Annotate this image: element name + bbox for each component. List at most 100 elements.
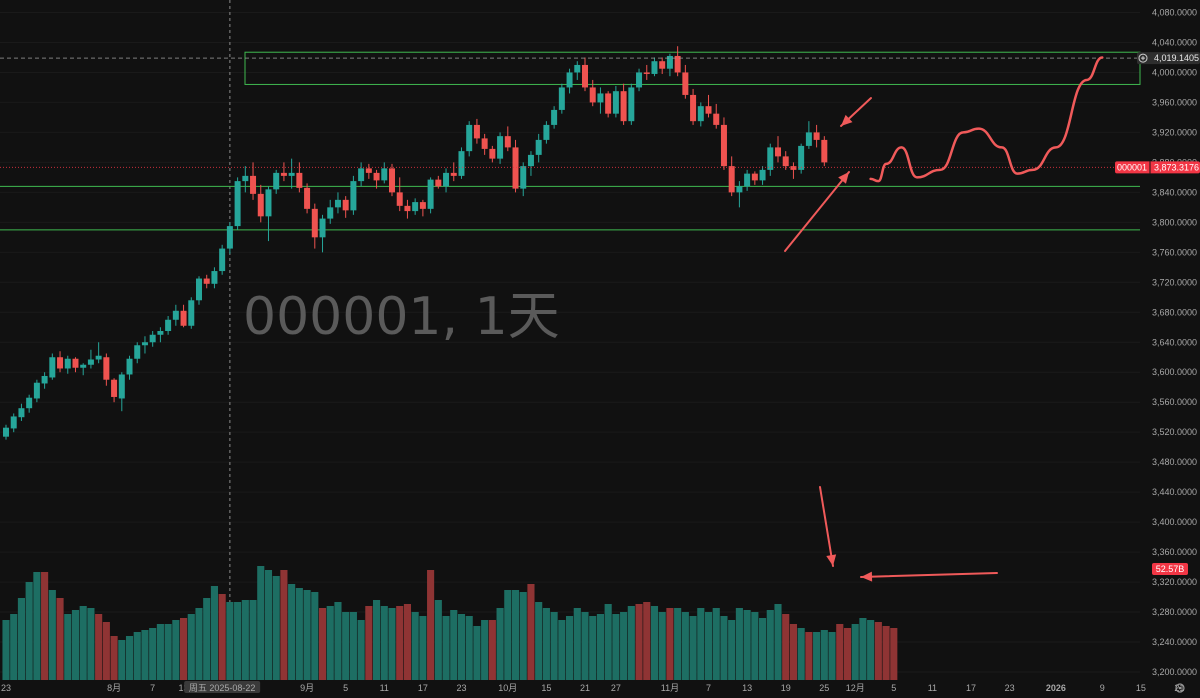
candle[interactable] bbox=[821, 136, 828, 167]
current-price-tag[interactable] bbox=[1115, 161, 1200, 174]
candle[interactable] bbox=[535, 133, 542, 163]
candle[interactable] bbox=[72, 357, 79, 373]
candle[interactable] bbox=[643, 64, 650, 80]
candle[interactable] bbox=[805, 121, 812, 149]
candle[interactable] bbox=[319, 214, 326, 253]
candle[interactable] bbox=[404, 199, 411, 219]
candle[interactable] bbox=[605, 91, 612, 118]
candle[interactable] bbox=[497, 132, 504, 164]
candle[interactable] bbox=[651, 57, 658, 77]
candle[interactable] bbox=[3, 424, 9, 440]
price-axis[interactable]: 4,080.0000 4,040.0000 4,000.0000 3,960.0000… bbox=[1152, 7, 1197, 677]
candle[interactable] bbox=[504, 126, 511, 152]
candle[interactable] bbox=[620, 83, 627, 125]
candle[interactable] bbox=[612, 85, 619, 118]
candle[interactable] bbox=[157, 327, 164, 343]
candle[interactable] bbox=[589, 79, 596, 107]
candle[interactable] bbox=[304, 183, 311, 214]
candle[interactable] bbox=[759, 166, 766, 185]
candle[interactable] bbox=[674, 46, 681, 77]
candle[interactable] bbox=[466, 121, 473, 157]
annotation-arrow-top[interactable] bbox=[840, 97, 872, 127]
candle[interactable] bbox=[87, 349, 94, 369]
candle[interactable] bbox=[188, 297, 195, 329]
candle[interactable] bbox=[551, 106, 558, 129]
volume-tag[interactable] bbox=[1152, 563, 1188, 575]
candle[interactable] bbox=[443, 168, 450, 193]
candle[interactable] bbox=[234, 177, 241, 230]
candle[interactable] bbox=[682, 64, 689, 99]
candle[interactable] bbox=[95, 342, 102, 364]
candle[interactable] bbox=[527, 151, 534, 176]
candle[interactable] bbox=[659, 57, 666, 74]
candle[interactable] bbox=[41, 372, 48, 389]
candle[interactable] bbox=[435, 175, 442, 189]
candle[interactable] bbox=[149, 331, 156, 347]
candle[interactable] bbox=[790, 162, 797, 179]
candle[interactable] bbox=[18, 403, 25, 421]
candle[interactable] bbox=[597, 87, 604, 114]
candle[interactable] bbox=[280, 162, 287, 182]
candle[interactable] bbox=[381, 162, 388, 184]
candle[interactable] bbox=[419, 199, 426, 217]
last-high-tag[interactable] bbox=[1137, 52, 1200, 65]
candle[interactable] bbox=[720, 117, 727, 170]
candle[interactable] bbox=[311, 203, 318, 249]
candle[interactable] bbox=[257, 184, 264, 223]
candle[interactable] bbox=[118, 372, 125, 412]
candle[interactable] bbox=[288, 158, 295, 189]
candle[interactable] bbox=[103, 353, 110, 386]
candle[interactable] bbox=[450, 162, 457, 182]
candle[interactable] bbox=[126, 355, 133, 380]
candle[interactable] bbox=[33, 379, 40, 403]
candle[interactable] bbox=[350, 175, 357, 215]
add-alert-icon[interactable] bbox=[1138, 53, 1148, 63]
candle[interactable] bbox=[736, 181, 743, 208]
candle[interactable] bbox=[566, 68, 573, 94]
candle[interactable] bbox=[543, 121, 550, 144]
candle[interactable] bbox=[180, 304, 187, 328]
candle[interactable] bbox=[296, 162, 303, 193]
candle[interactable] bbox=[334, 192, 341, 214]
candle[interactable] bbox=[628, 83, 635, 125]
annotation-arrow-support[interactable] bbox=[784, 171, 850, 252]
candle[interactable] bbox=[751, 171, 758, 185]
candle[interactable] bbox=[396, 177, 403, 212]
candle[interactable] bbox=[342, 196, 349, 218]
candle[interactable] bbox=[636, 68, 643, 92]
candle[interactable] bbox=[358, 162, 365, 187]
candle[interactable] bbox=[481, 133, 488, 155]
resistance-zone[interactable] bbox=[244, 51, 1141, 85]
candle[interactable] bbox=[250, 162, 257, 200]
candle[interactable] bbox=[111, 378, 118, 403]
candle[interactable] bbox=[690, 88, 697, 125]
settings-gear-icon[interactable] bbox=[1175, 683, 1185, 693]
candle[interactable] bbox=[512, 139, 519, 193]
candle[interactable] bbox=[226, 222, 233, 254]
candle[interactable] bbox=[242, 166, 249, 193]
annotation-arrow-volume-down[interactable] bbox=[819, 486, 837, 567]
candle[interactable] bbox=[211, 267, 218, 289]
candle[interactable] bbox=[798, 143, 805, 174]
candle[interactable] bbox=[273, 169, 280, 194]
forecast-curve[interactable] bbox=[869, 56, 1104, 183]
candle[interactable] bbox=[265, 186, 272, 242]
candle[interactable] bbox=[141, 336, 148, 354]
candle[interactable] bbox=[10, 413, 17, 433]
candle[interactable] bbox=[219, 244, 226, 275]
candle[interactable] bbox=[744, 169, 751, 191]
candle[interactable] bbox=[666, 53, 673, 77]
candle[interactable] bbox=[473, 118, 480, 144]
candle[interactable] bbox=[697, 102, 704, 127]
candle[interactable] bbox=[373, 169, 380, 189]
candle[interactable] bbox=[489, 145, 496, 163]
candle[interactable] bbox=[203, 274, 210, 289]
candle[interactable] bbox=[705, 94, 712, 118]
candle[interactable] bbox=[520, 162, 527, 197]
candle[interactable] bbox=[80, 363, 87, 376]
candle[interactable] bbox=[389, 163, 395, 197]
candle[interactable] bbox=[172, 304, 179, 326]
candle[interactable] bbox=[713, 103, 720, 129]
